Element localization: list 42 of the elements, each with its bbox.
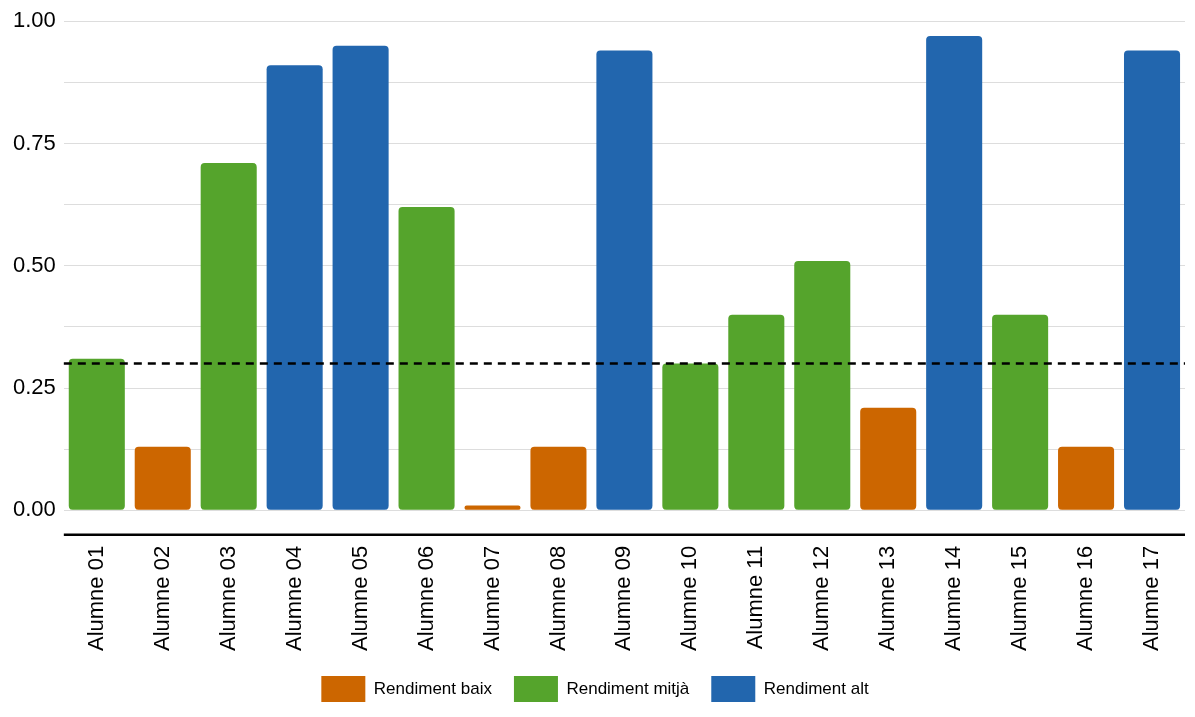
x-tick-label: Alumne 06	[412, 545, 438, 652]
bar	[1058, 446, 1115, 510]
x-tick-label: Alumne 12	[808, 545, 834, 652]
x-tick-label: Alumne 01	[82, 545, 108, 652]
legend-label: Rendiment baix	[373, 678, 493, 698]
bar	[200, 163, 257, 510]
x-tick-label: Alumne 16	[1072, 545, 1098, 652]
bar	[794, 260, 851, 510]
x-tick-label: Alumne 08	[544, 545, 570, 652]
bar	[1123, 50, 1181, 510]
legend-label: Rendiment mitjà	[566, 678, 690, 698]
y-tick-label: 0.00	[12, 496, 56, 522]
bar	[266, 65, 323, 510]
x-tick-label: Alumne 11	[742, 545, 768, 650]
y-tick-label: 0.50	[12, 251, 56, 277]
bar	[464, 505, 521, 510]
x-tick-label: Alumne 09	[610, 545, 636, 652]
bar	[926, 35, 983, 510]
bar	[530, 446, 587, 510]
x-tick-label: Alumne 07	[478, 545, 504, 652]
legend-label: Rendiment alt	[763, 678, 869, 698]
x-tick-label: Alumne 04	[280, 545, 306, 652]
y-tick-label: 1.00	[12, 7, 56, 33]
bar	[332, 45, 389, 510]
bar	[662, 363, 719, 510]
bar	[992, 314, 1049, 510]
x-tick-label: Alumne 03	[214, 545, 240, 652]
bar	[68, 358, 125, 510]
y-tick-label: 0.75	[12, 129, 56, 155]
y-tick-label: 0.25	[12, 374, 56, 400]
x-tick-label: Alumne 05	[346, 545, 372, 652]
x-tick-label: Alumne 02	[148, 545, 174, 652]
x-tick-label: Alumne 17	[1138, 545, 1164, 652]
bar	[728, 314, 785, 510]
bar	[134, 446, 191, 510]
bar	[596, 50, 653, 510]
x-tick-label: Alumne 13	[874, 545, 900, 652]
x-tick-label: Alumne 15	[1006, 545, 1032, 652]
bar	[860, 407, 917, 510]
x-tick-label: Alumne 10	[676, 545, 702, 652]
bar	[398, 207, 455, 510]
x-tick-label: Alumne 14	[940, 545, 966, 652]
